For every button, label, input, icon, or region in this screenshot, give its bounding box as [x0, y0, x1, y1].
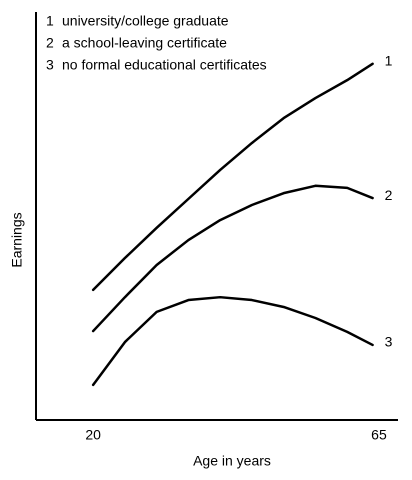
series-line [91, 62, 374, 292]
line-end-label: 1 [385, 53, 393, 69]
legend-number: 3 [46, 57, 54, 73]
x-tick-label: 65 [371, 427, 387, 443]
series-line [91, 184, 374, 333]
y-axis-label: Earnings [9, 212, 25, 267]
legend-label: a school-leaving certificate [62, 35, 227, 51]
legend-label: no formal educational certificates [62, 57, 267, 73]
line-end-label: 3 [385, 334, 393, 350]
x-tick-label: 20 [85, 427, 101, 443]
x-axis-label: Age in years [193, 453, 271, 469]
legend-number: 2 [46, 35, 54, 51]
legend-label: university/college graduate [62, 13, 229, 29]
series-line [91, 295, 374, 387]
legend-number: 1 [46, 13, 54, 29]
line-end-label: 2 [385, 187, 393, 203]
